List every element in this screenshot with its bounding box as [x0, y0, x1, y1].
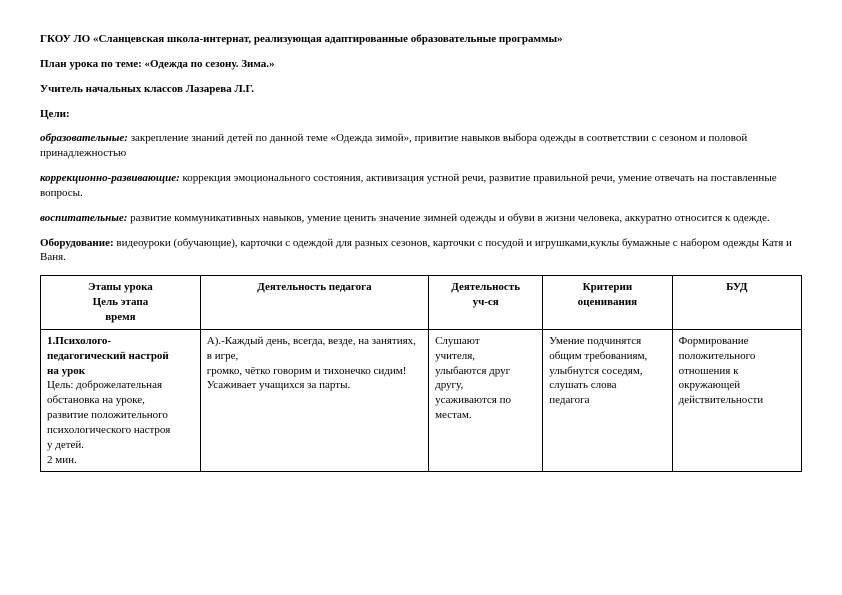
table-header-row: Этапы урока Цель этапа время Деятельност… — [41, 276, 802, 330]
criteria-l2: общим требованиям, — [549, 349, 665, 364]
th-stages-l3: время — [47, 310, 194, 325]
vosp-label: воспитательные: — [40, 212, 127, 224]
plan-line: План урока по теме: «Одежда по сезону. З… — [40, 57, 802, 72]
student-l4: другу, — [435, 378, 536, 393]
goals-correctional: коррекционно-развивающие: коррекция эмоц… — [40, 171, 802, 201]
stage-p6: 2 мин. — [47, 453, 194, 468]
teacher-l1: А).-Каждый день, всегда, везде, на занят… — [207, 334, 422, 364]
stage-b2: педагогический настрой — [47, 349, 194, 364]
bud-l4: окружающей — [679, 378, 795, 393]
stage-p4: психологического настроя — [47, 423, 194, 438]
th-stages-l2: Цель этапа — [47, 295, 194, 310]
vosp-text: развитие коммуникативных навыков, умение… — [127, 212, 769, 224]
th-student-activity: Деятельность уч-ся — [429, 276, 543, 330]
teacher-l2: громко, чётко говорим и тихонечко сидим! — [207, 364, 422, 379]
th-stages-l1: Этапы урока — [47, 280, 194, 295]
student-l6: местам. — [435, 408, 536, 423]
bud-l5: действительности — [679, 393, 795, 408]
stage-p1: доброжелательная — [76, 379, 162, 391]
equip-label: Оборудование: — [40, 237, 114, 249]
bud-l3: отношения к — [679, 364, 795, 379]
goals-educational: образовательные: закрепление знаний дете… — [40, 131, 802, 161]
student-l2: учителя, — [435, 349, 536, 364]
th-criteria-l1: Критерии — [549, 280, 665, 295]
goals-label: Цели: — [40, 107, 802, 122]
teacher-l3: Усаживает учащихся за парты. — [207, 378, 422, 393]
table-row: 1.Психолого- педагогический настрой на у… — [41, 329, 802, 472]
criteria-l4: слушать слова — [549, 378, 665, 393]
th-criteria: Критерии оценивания — [543, 276, 672, 330]
cell-criteria: Умение подчинятся общим требованиям, улы… — [543, 329, 672, 472]
equip-text: видеоуроки (обучающие), карточки с одежд… — [40, 237, 792, 264]
cell-student: Слушают учителя, улыбаются друг другу, у… — [429, 329, 543, 472]
stage-goal-line: Цель: доброжелательная — [47, 378, 194, 393]
teacher-line: Учитель начальных классов Лазарева Л.Г. — [40, 82, 802, 97]
th-student-l2: уч-ся — [435, 295, 536, 310]
student-l5: усаживаются по — [435, 393, 536, 408]
equipment-line: Оборудование: видеоуроки (обучающие), ка… — [40, 236, 802, 266]
institution-line: ГКОУ ЛО «Сланцевская школа-интернат, реа… — [40, 32, 802, 47]
criteria-l5: педагога — [549, 393, 665, 408]
lesson-table: Этапы урока Цель этапа время Деятельност… — [40, 275, 802, 472]
stage-p3: развитие положительного — [47, 408, 194, 423]
edu-label: образовательные: — [40, 132, 128, 144]
cell-stage: 1.Психолого- педагогический настрой на у… — [41, 329, 201, 472]
stage-p5: у детей. — [47, 438, 194, 453]
student-l1: Слушают — [435, 334, 536, 349]
stage-p2: обстановка на уроке, — [47, 393, 194, 408]
th-teacher-activity: Деятельность педагога — [200, 276, 428, 330]
cell-bud: Формирование положительного отношения к … — [672, 329, 801, 472]
corr-label: коррекционно-развивающие: — [40, 172, 180, 184]
th-bud: БУД — [672, 276, 801, 330]
th-criteria-l2: оценивания — [549, 295, 665, 310]
cell-teacher: А).-Каждый день, всегда, везде, на занят… — [200, 329, 428, 472]
criteria-l3: улыбнутся соседям, — [549, 364, 665, 379]
edu-text: закрепление знаний детей по данной теме … — [40, 132, 747, 159]
bud-l1: Формирование — [679, 334, 795, 349]
stage-goal-prefix: Цель: — [47, 379, 76, 391]
stage-b3: на урок — [47, 364, 194, 379]
goals-educational-up: воспитательные: развитие коммуникативных… — [40, 211, 802, 226]
student-l3: улыбаются друг — [435, 364, 536, 379]
criteria-l1: Умение подчинятся — [549, 334, 665, 349]
stage-b1: 1.Психолого- — [47, 334, 194, 349]
th-student-l1: Деятельность — [435, 280, 536, 295]
th-stages: Этапы урока Цель этапа время — [41, 276, 201, 330]
bud-l2: положительного — [679, 349, 795, 364]
